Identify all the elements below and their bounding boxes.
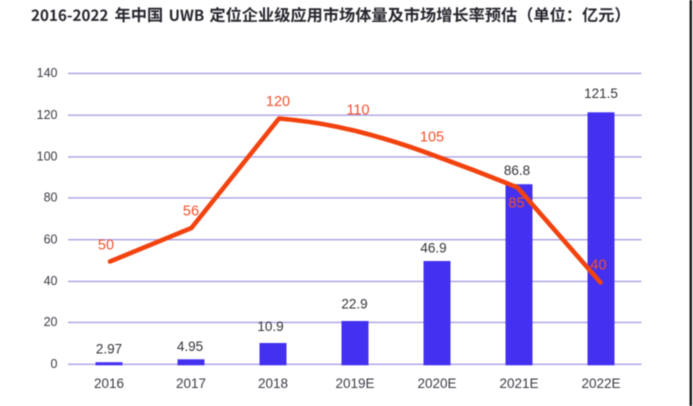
svg-text:121.5: 121.5 <box>584 86 618 101</box>
svg-text:2022E: 2022E <box>581 376 620 391</box>
svg-text:0: 0 <box>51 357 58 371</box>
svg-text:120: 120 <box>266 94 290 110</box>
svg-text:110: 110 <box>346 103 369 119</box>
svg-text:2020E: 2020E <box>417 376 456 391</box>
svg-text:56: 56 <box>183 204 199 220</box>
svg-text:60: 60 <box>44 232 58 246</box>
svg-text:2.97: 2.97 <box>96 342 122 357</box>
svg-text:85: 85 <box>508 196 524 212</box>
svg-text:2017: 2017 <box>176 376 206 391</box>
svg-text:120: 120 <box>37 108 58 122</box>
svg-text:40: 40 <box>590 258 606 274</box>
svg-text:50: 50 <box>98 238 114 254</box>
svg-text:105: 105 <box>420 130 444 146</box>
svg-text:4.95: 4.95 <box>177 339 203 354</box>
svg-text:2021E: 2021E <box>499 376 538 391</box>
svg-text:20: 20 <box>44 315 58 329</box>
svg-text:100: 100 <box>37 150 58 164</box>
svg-text:2016: 2016 <box>94 376 124 391</box>
svg-text:86.8: 86.8 <box>504 163 530 178</box>
svg-text:46.9: 46.9 <box>420 241 446 256</box>
svg-text:10.9: 10.9 <box>257 319 283 334</box>
svg-text:2019E: 2019E <box>335 376 374 391</box>
svg-text:22.9: 22.9 <box>341 297 367 312</box>
svg-text:140: 140 <box>37 66 58 80</box>
svg-text:40: 40 <box>44 274 58 288</box>
svg-text:2018: 2018 <box>258 376 288 391</box>
svg-text:80: 80 <box>44 191 58 205</box>
